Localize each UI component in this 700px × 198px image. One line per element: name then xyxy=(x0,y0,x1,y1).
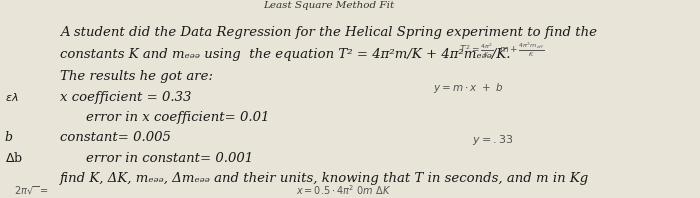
Text: b: b xyxy=(5,131,13,144)
Text: $y = .33$: $y = .33$ xyxy=(473,132,514,147)
Text: constants K and mₑₔₔ using  the equation T² = 4π²m/K + 4π²mₑₔₔ/K.: constants K and mₑₔₔ using the equation … xyxy=(60,48,511,61)
Text: constant= 0.005: constant= 0.005 xyxy=(60,131,171,144)
Text: The results he got are:: The results he got are: xyxy=(60,70,214,83)
Text: error in x coefficient= 0.01: error in x coefficient= 0.01 xyxy=(86,111,270,124)
Text: A student did the Data Regression for the Helical Spring experiment to find the: A student did the Data Regression for th… xyxy=(60,26,597,39)
Text: $2\pi\sqrt{\ } =$: $2\pi\sqrt{\ } =$ xyxy=(15,184,50,197)
Text: Least Square Method Fit: Least Square Method Fit xyxy=(262,1,394,10)
Text: x coefficient = 0.33: x coefficient = 0.33 xyxy=(60,90,192,104)
Text: $y = m\cdot x \ + \ b$: $y = m\cdot x \ + \ b$ xyxy=(433,82,503,95)
Text: $x = 0.5 \cdot 4\pi^2\ 0m\ \Delta K$: $x = 0.5 \cdot 4\pi^2\ 0m\ \Delta K$ xyxy=(295,184,391,197)
Text: $\varepsilon\lambda$: $\varepsilon\lambda$ xyxy=(5,91,18,103)
Text: $\Delta$b: $\Delta$b xyxy=(5,151,22,165)
Text: error in constant= 0.001: error in constant= 0.001 xyxy=(86,152,253,165)
Text: $T^2 = \frac{4\pi^2}{K}\cdot m + \frac{4\pi^2 m_{eff}}{K}$: $T^2 = \frac{4\pi^2}{K}\cdot m + \frac{4… xyxy=(459,40,545,59)
Text: find K, ΔK, mₑₔₔ, Δmₑₔₔ and their units, knowing that T in seconds, and m in Kg: find K, ΔK, mₑₔₔ, Δmₑₔₔ and their units,… xyxy=(60,172,589,185)
